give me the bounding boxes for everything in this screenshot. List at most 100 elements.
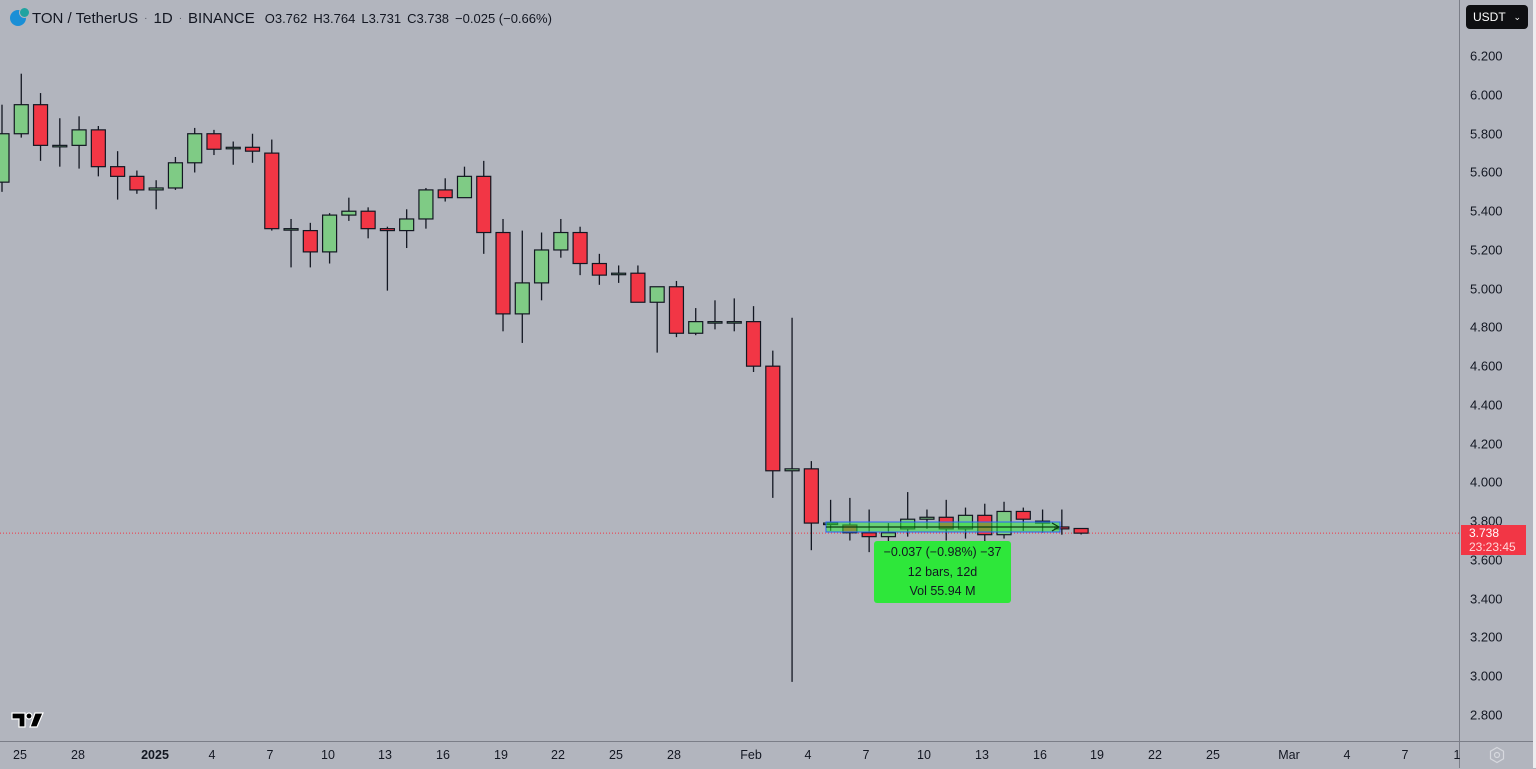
time-tick-label: 28 xyxy=(667,748,681,762)
candle[interactable] xyxy=(341,197,357,221)
price-tick-label: 4.800 xyxy=(1470,319,1503,335)
time-tick-label: 7 xyxy=(1401,748,1409,762)
candle[interactable] xyxy=(1073,527,1089,535)
candle[interactable] xyxy=(456,166,473,199)
time-tick-label: 13 xyxy=(378,748,392,762)
candle[interactable] xyxy=(379,226,395,291)
candle[interactable] xyxy=(110,151,126,200)
chevron-down-icon: ⌄ xyxy=(1513,11,1521,22)
candle[interactable] xyxy=(688,308,704,336)
time-tick-label: 4 xyxy=(1343,748,1351,762)
candle[interactable] xyxy=(553,218,569,258)
candle[interactable] xyxy=(321,213,338,264)
price-tick-label: 5.000 xyxy=(1470,281,1503,297)
time-tick-label: 2025 xyxy=(141,748,169,762)
candle[interactable] xyxy=(938,499,954,541)
tradingview-logo-icon[interactable] xyxy=(11,711,44,734)
price-tick-label: 3.200 xyxy=(1470,629,1503,645)
time-tick-label: 19 xyxy=(1090,748,1104,762)
candle[interactable] xyxy=(244,133,261,163)
time-tick-label: 1 xyxy=(1453,748,1461,762)
candle[interactable] xyxy=(630,265,646,303)
price-tick-label: 4.000 xyxy=(1470,474,1503,490)
candle[interactable] xyxy=(32,93,49,161)
price-tick-label: 3.600 xyxy=(1470,552,1503,568)
candle[interactable] xyxy=(591,253,607,285)
change-value: −0.025 (−0.66%) xyxy=(455,10,552,26)
time-tick-label: 25 xyxy=(1206,748,1220,762)
candle[interactable] xyxy=(726,298,742,332)
candle[interactable] xyxy=(784,317,800,682)
candle[interactable] xyxy=(283,218,299,268)
time-tick-label: 16 xyxy=(1033,748,1047,762)
candle[interactable] xyxy=(71,116,87,169)
symbol-name[interactable]: TON / TetherUS xyxy=(32,9,139,27)
candle[interactable] xyxy=(437,178,453,202)
candle[interactable] xyxy=(495,218,511,332)
price-axis-divider xyxy=(1459,0,1460,768)
candle[interactable] xyxy=(399,209,415,249)
time-tick-label: Mar xyxy=(1278,748,1300,762)
candle[interactable] xyxy=(649,286,665,353)
candle[interactable] xyxy=(765,350,781,498)
interval-label[interactable]: 1D xyxy=(153,9,173,27)
time-tick-label: 10 xyxy=(321,748,335,762)
time-tick-label: 16 xyxy=(436,748,450,762)
price-tick-label: 4.200 xyxy=(1470,436,1503,452)
candle[interactable] xyxy=(206,129,222,156)
time-tick-label: 4 xyxy=(208,748,216,762)
price-tick-label: 3.400 xyxy=(1470,591,1503,607)
price-tick-label: 2.800 xyxy=(1470,707,1503,723)
candle[interactable] xyxy=(745,306,762,372)
close-value: C3.738 xyxy=(407,10,450,26)
price-tick-label: 5.400 xyxy=(1470,203,1503,219)
settings-gear-icon[interactable] xyxy=(1488,746,1506,764)
price-tick-label: 4.600 xyxy=(1470,358,1503,374)
candle[interactable] xyxy=(514,230,530,343)
separator-dot: · xyxy=(144,12,148,24)
time-tick-label: 22 xyxy=(1148,748,1162,762)
currency-selector[interactable]: USDT ⌄ xyxy=(1466,5,1528,29)
candle[interactable] xyxy=(13,73,29,138)
price-tick-label: 5.600 xyxy=(1470,164,1503,180)
exchange-label: BINANCE xyxy=(188,9,255,27)
candle[interactable] xyxy=(187,127,203,173)
time-axis-divider xyxy=(0,741,1536,742)
candle[interactable] xyxy=(0,104,10,192)
window-edge xyxy=(1533,0,1536,768)
last-price-value: 3.738 xyxy=(1469,526,1500,540)
price-tick-label: 3.800 xyxy=(1470,513,1503,529)
candle[interactable] xyxy=(842,497,858,541)
last-price-tag: 3.738 23:23:45 xyxy=(1461,525,1526,555)
candle[interactable] xyxy=(360,207,376,239)
candle[interactable] xyxy=(533,232,550,301)
price-tick-label: 4.400 xyxy=(1470,397,1503,413)
candle[interactable] xyxy=(52,118,68,167)
candle[interactable] xyxy=(418,187,434,229)
measure-volume: Vol 55.94 M xyxy=(909,584,976,598)
candle[interactable] xyxy=(707,300,723,330)
candle[interactable] xyxy=(225,141,241,165)
time-tick-label: 25 xyxy=(609,748,623,762)
candle[interactable] xyxy=(148,180,164,210)
candle[interactable] xyxy=(264,139,280,231)
candle[interactable] xyxy=(572,226,588,276)
candle[interactable] xyxy=(668,280,685,338)
time-tick-label: 19 xyxy=(494,748,508,762)
candle[interactable] xyxy=(996,501,1012,539)
time-tick-label: 10 xyxy=(917,748,931,762)
candle[interactable] xyxy=(302,222,318,268)
low-value: L3.731 xyxy=(361,10,402,26)
measure-change: −0.037 (−0.98%) −37 xyxy=(883,545,1002,559)
candle[interactable] xyxy=(611,265,627,283)
candle[interactable] xyxy=(129,170,145,194)
candle[interactable] xyxy=(167,156,184,190)
candle[interactable] xyxy=(476,160,492,254)
high-value: H3.764 xyxy=(313,10,356,26)
time-tick-label: 28 xyxy=(71,748,85,762)
candle[interactable] xyxy=(803,461,819,551)
time-tick-label: 7 xyxy=(862,748,870,762)
candle[interactable] xyxy=(90,125,106,177)
